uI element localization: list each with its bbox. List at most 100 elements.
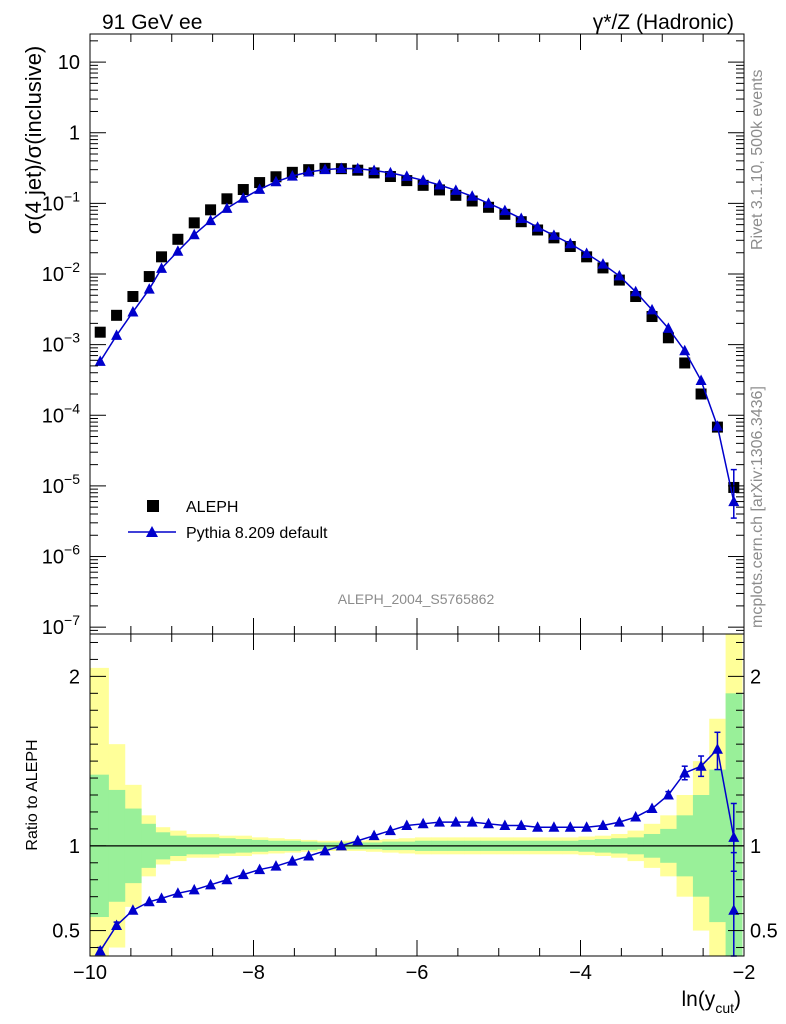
analysis-watermark: ALEPH_2004_S5765862 xyxy=(338,591,495,607)
pythia-data-point xyxy=(254,183,266,194)
ratio-data-point xyxy=(319,844,331,856)
main-y-tick-label: 10−7 xyxy=(42,612,80,639)
pythia-data-point xyxy=(662,322,674,333)
pythia-data-point xyxy=(532,221,544,232)
aleph-data-point xyxy=(450,189,462,201)
pythia-data-point xyxy=(156,262,168,273)
aleph-data-point xyxy=(417,179,429,191)
ratio-data-point xyxy=(94,944,106,956)
pythia-data-point xyxy=(597,258,609,269)
aleph-data-point xyxy=(111,309,123,321)
ratio-frame xyxy=(89,633,745,957)
ratio-data-point xyxy=(303,850,315,861)
pythia-data-point xyxy=(466,190,478,201)
pythia-data-point xyxy=(384,166,396,178)
ratio-data-point xyxy=(172,887,184,898)
main-panel: ALEPH_2004_S5765862 10−7 10−6 10−5 10−4 10−3… xyxy=(21,33,745,639)
ratio-data-point xyxy=(156,892,168,903)
legend-entry-aleph: ALEPH xyxy=(147,499,238,516)
pythia-data-point xyxy=(679,344,691,356)
ratio-data-point xyxy=(450,816,462,827)
aleph-data-point xyxy=(433,184,445,196)
main-y-axis-title: σ(4 jet)/σ(inclusive) xyxy=(21,46,46,235)
pythia-data-point xyxy=(335,162,347,173)
pythia-data-point xyxy=(319,163,331,175)
legend-square-marker xyxy=(147,500,159,512)
main-y-tick-label: 10−1 xyxy=(42,188,80,215)
pythia-data-point xyxy=(172,245,184,256)
aleph-data-point xyxy=(143,271,155,283)
aleph-data-point xyxy=(221,193,233,205)
aleph-data-point xyxy=(679,357,691,369)
pythia-data-point xyxy=(515,212,527,224)
ratio-data-point xyxy=(662,789,674,800)
ratio-data-point xyxy=(679,766,691,778)
aleph-data-point xyxy=(237,184,249,196)
x-tick-label: −4 xyxy=(569,962,592,984)
pythia-data-point xyxy=(711,420,723,431)
pythia-data-point xyxy=(728,495,740,507)
ratio-data-point xyxy=(237,868,249,880)
ratio-data-point xyxy=(384,824,396,836)
pythia-data-point xyxy=(368,164,380,175)
ratio-data-point xyxy=(368,829,380,841)
aleph-data-point xyxy=(127,291,139,303)
ratio-data-point xyxy=(728,904,740,915)
pythia-data-point xyxy=(401,170,413,181)
pythia-data-point xyxy=(581,247,593,259)
aleph-data-point xyxy=(662,332,674,344)
main-y-tick-label: 10−3 xyxy=(42,330,80,357)
pythia-data-point xyxy=(613,269,625,281)
x-tick-label: −10 xyxy=(73,962,107,984)
ratio-data-point xyxy=(270,860,282,871)
main-frame xyxy=(89,33,745,635)
aleph-data-point xyxy=(172,233,184,245)
main-y-tick-label: 10−6 xyxy=(42,542,80,569)
aleph-data-point xyxy=(695,388,707,400)
pythia-data-point xyxy=(94,355,106,366)
main-y-tick-label: 1 xyxy=(69,123,80,145)
pythia-data-point xyxy=(111,329,123,340)
ratio-data-point xyxy=(499,819,511,831)
ratio-y-tick-label-right: 1 xyxy=(750,836,761,858)
ratio-y-axis-title: Ratio to ALEPH xyxy=(24,739,41,850)
ratio-data-point xyxy=(127,904,139,915)
process-label: γ*/Z (Hadronic) xyxy=(593,11,734,34)
ratio-y-tick-label-right: 0.5 xyxy=(750,921,778,943)
ratio-data-point xyxy=(221,873,233,885)
ratio-data-point xyxy=(581,821,593,832)
pythia-data-point xyxy=(450,184,462,195)
ratio-tick-labels: 0.5 0.5 1 1 2 2 −10 −8 −6 −4 −2 xyxy=(52,666,778,984)
pythia-data-point xyxy=(205,214,217,226)
pythia-data-point xyxy=(564,237,576,249)
ratio-data-point xyxy=(188,883,200,895)
ratio-y-tick-label-left: 2 xyxy=(69,666,80,688)
ratio-data-point xyxy=(143,895,155,907)
pythia-data-point xyxy=(352,162,364,174)
ratio-data-point xyxy=(548,821,560,832)
pythia-data-point xyxy=(433,178,445,190)
ratio-data-point xyxy=(254,863,266,875)
aleph-data-point xyxy=(156,251,168,263)
ratio-panel: 0.5 0.5 1 1 2 2 −10 −8 −6 −4 −2 Ratio to ALEPH ln(… xyxy=(24,633,778,1016)
ratio-data-point xyxy=(564,821,576,832)
ratio-plot-area xyxy=(90,634,744,957)
ratio-data-point xyxy=(613,816,625,827)
ratio-axis-ticks xyxy=(89,634,744,956)
ratio-data-point xyxy=(483,817,495,829)
pythia-data-point xyxy=(286,170,298,181)
energy-label: 91 GeV ee xyxy=(102,11,202,34)
main-y-tick-label: 10−2 xyxy=(42,259,80,286)
ratio-y-tick-label-right: 2 xyxy=(750,666,761,688)
ratio-data-point xyxy=(711,743,723,754)
aleph-data-point xyxy=(630,291,642,303)
ratio-data-point xyxy=(728,831,740,842)
aleph-data-point xyxy=(466,195,478,207)
main-y-tick-label: 10−4 xyxy=(42,400,80,427)
pythia-data-point xyxy=(630,285,642,297)
pythia-data-point xyxy=(221,202,233,213)
ratio-data-point xyxy=(646,802,658,814)
x-tick-label: −2 xyxy=(733,962,756,984)
ratio-data-point xyxy=(532,821,544,832)
